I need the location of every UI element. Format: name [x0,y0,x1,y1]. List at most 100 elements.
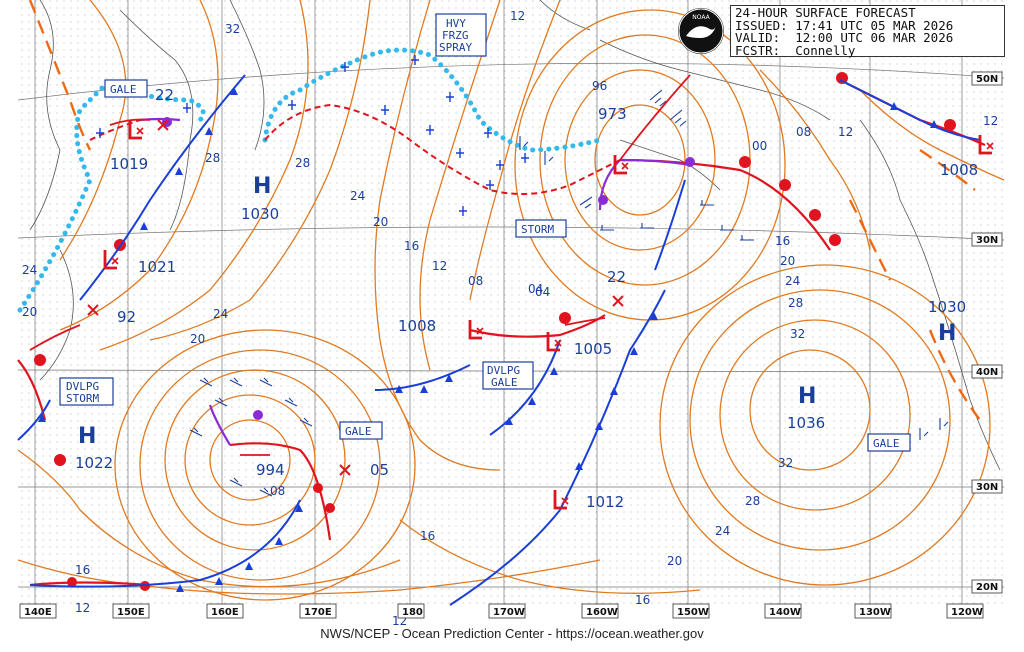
svg-text:30N: 30N [976,235,998,246]
low-pressure-value: 994 [256,461,285,479]
isobar-label: 16 [404,239,419,253]
isobar-label: 32 [225,22,240,36]
developing-storm-box: DVLPG STORM [59,377,114,406]
warm-front-bumps [34,72,956,591]
svg-text:180: 180 [402,607,423,618]
isobar-label: 04 [535,285,550,299]
forecast-header: 24-HOUR SURFACE FORECAST ISSUED: 17:41 U… [730,5,1005,57]
svg-text:GALE: GALE [345,425,372,438]
isobar-label: 32 [778,456,793,470]
svg-text:140E: 140E [24,607,52,618]
forecast-title: 24-HOUR SURFACE FORECAST [735,5,916,20]
svg-text:30N: 30N [976,482,998,493]
high-pressure-value: 1030 [928,298,966,316]
noaa-bird-icon: NOAA [678,8,724,54]
storm-tracks [29,74,691,456]
isobar-label: 12 [75,601,90,615]
isobar-label: 12 [838,125,853,139]
isobar-label: 16 [775,234,790,248]
isobar-label: 16 [420,529,435,543]
wind-barbs [189,89,949,497]
isobar-label: 08 [270,484,285,498]
low-pressure-value: 1012 [586,493,624,511]
isobar-label: 28 [295,156,310,170]
svg-text:STORM: STORM [521,223,554,236]
isobar-label: 28 [205,151,220,165]
svg-text:STORM: STORM [66,392,99,405]
low-pressure-value: 1021 [138,258,176,276]
heavy-freezing-spray-box: HVY FRZG SPRAY [435,13,487,57]
trough-lines [28,0,981,421]
svg-text:150E: 150E [117,607,145,618]
high-pressure-value: 1030 [241,205,279,223]
noaa-logo: NOAA [678,8,724,54]
ice-edge [17,47,603,313]
valid-time: VALID: 12:00 UTC 06 MAR 2026 [735,30,954,45]
low-pressure-value: 1019 [110,155,148,173]
warning-boxes: GALE HVY FRZG SPRAY STORM DVLPG GALE DVL… [59,13,911,452]
developing-gale-box: DVLPG GALE [482,361,534,390]
isobar-label: 20 [780,254,795,268]
low-pressure-value: 05 [370,461,389,479]
isobar-label: 08 [796,125,811,139]
isobar-label: 28 [788,296,803,310]
isobar-label: 16 [635,593,650,607]
svg-text:FRZG: FRZG [442,29,469,42]
isobar-label: 20 [373,215,388,229]
svg-text:GALE: GALE [873,437,900,450]
low-marker-x [111,127,994,505]
isobar-labels: 32 28 28 24 20 16 12 08 04 00 96 12 08 1… [22,9,998,628]
svg-text:SPRAY: SPRAY [439,41,472,54]
forecast-position-crosses [87,119,624,476]
low-markers [103,120,992,510]
isobar-label: 20 [22,305,37,319]
low-pressure-value: 1008 [398,317,436,335]
isobar-label: 20 [667,554,682,568]
high-pressure-letter: H [78,424,96,449]
isobar-label: 00 [752,139,767,153]
svg-text:DVLPG: DVLPG [487,364,520,377]
isobar-label: 12 [432,259,447,273]
isobar-label: 28 [745,494,760,508]
high-pressure-letter: H [253,174,271,199]
svg-text:DVLPG: DVLPG [66,380,99,393]
isobar-label: 96 [592,79,607,93]
isobar-label: 32 [790,327,805,341]
gale-warning-box: GALE [104,79,148,98]
svg-text:120W: 120W [951,607,983,618]
high-pressure-value: 1022 [75,454,113,472]
longitude-labels: 140E 150E 160E 170E 180 170W 160W 150W 1… [19,603,984,619]
cold-fronts [17,74,981,606]
low-pressure-value: 92 [117,308,136,326]
svg-text:20N: 20N [976,582,998,593]
lat-lon-grid [17,0,1005,605]
svg-text:160E: 160E [211,607,239,618]
isobar-label: 24 [785,274,800,288]
svg-text:150W: 150W [677,607,709,618]
isobar-label: 24 [715,524,730,538]
isobar-label: 24 [350,189,365,203]
svg-text:140W: 140W [769,607,801,618]
svg-text:170W: 170W [493,607,525,618]
isobar-label: 12 [510,9,525,23]
storm-warning-box: STORM [515,219,567,238]
high-pressure-letter: H [938,321,956,346]
isobars [17,0,1005,601]
low-pressure-value: 1008 [940,161,978,179]
stationary-front [89,103,621,195]
low-pressure-value: 22 [607,268,626,286]
svg-text:GALE: GALE [110,83,137,96]
low-pressure-value: 22 [155,86,174,104]
issued-time: ISSUED: 17:41 UTC 05 MAR 2026 [735,17,954,33]
svg-text:130W: 130W [859,607,891,618]
freezing-spray-symbols [96,55,529,216]
gale-warning-box: GALE [867,433,911,452]
high-pressure-letter: H [798,384,816,409]
forecaster: FCSTR: Connelly [735,42,856,58]
svg-text:GALE: GALE [491,376,518,389]
low-pressure-value: 973 [598,105,627,123]
isobar-label: 12 [983,114,998,128]
pressure-center-values: 1019 1021 92 H 1030 973 22 1008 1005 994… [75,86,978,511]
isobar-label: 20 [190,332,205,346]
